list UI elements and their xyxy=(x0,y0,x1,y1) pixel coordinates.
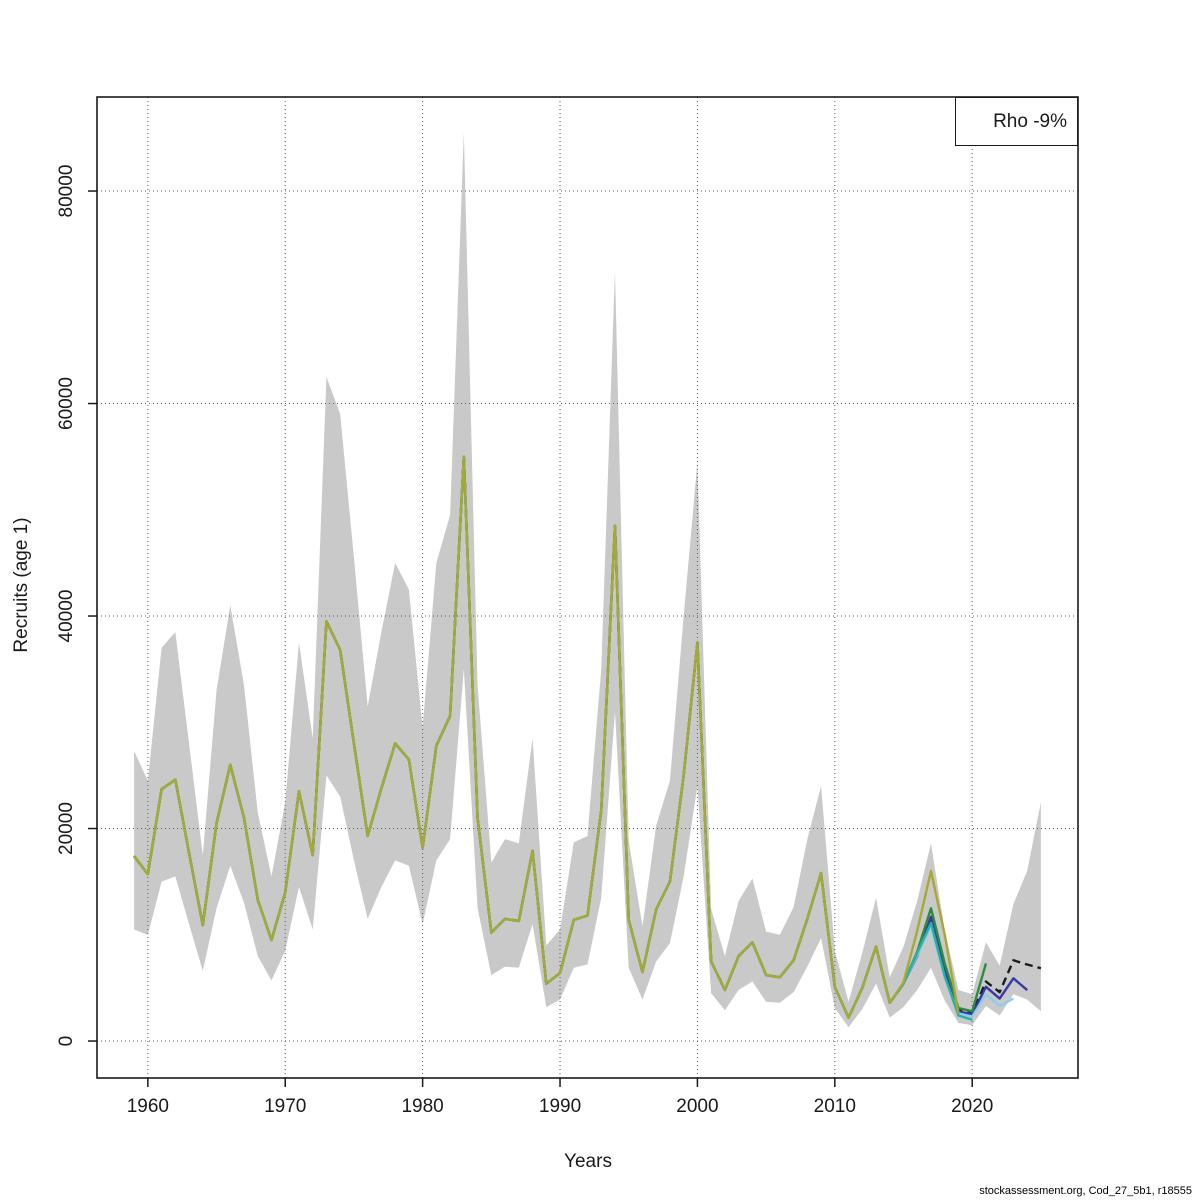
svg-text:2000: 2000 xyxy=(676,1096,718,1117)
x-axis-title: Years xyxy=(564,1151,612,1172)
x-axis-ticks: 1960 1970 1980 1990 2000 2010 2020 xyxy=(127,1078,993,1117)
svg-text:1980: 1980 xyxy=(401,1096,443,1117)
ci-band xyxy=(134,132,1041,1028)
svg-text:2010: 2010 xyxy=(814,1096,856,1117)
svg-text:1970: 1970 xyxy=(264,1096,306,1117)
svg-text:40000: 40000 xyxy=(56,590,77,643)
attribution-text: stockassessment.org, Cod_27_5b1, r18555 xyxy=(979,1185,1192,1197)
svg-text:1960: 1960 xyxy=(127,1096,169,1117)
legend-label: Rho -9% xyxy=(993,110,1067,132)
series-peel-end-2019 xyxy=(133,455,960,1019)
svg-text:60000: 60000 xyxy=(56,377,77,430)
plot-frame xyxy=(96,96,1079,1079)
svg-text:20000: 20000 xyxy=(56,802,77,855)
svg-text:2020: 2020 xyxy=(951,1096,993,1117)
y-axis-title: Recruits (age 1) xyxy=(11,517,32,653)
svg-text:0: 0 xyxy=(56,1036,77,1047)
svg-text:80000: 80000 xyxy=(56,165,77,218)
svg-text:1990: 1990 xyxy=(539,1096,581,1117)
y-axis-ticks: 0 20000 40000 60000 80000 xyxy=(56,165,97,1047)
legend-box: Rho -9% xyxy=(955,97,1078,146)
